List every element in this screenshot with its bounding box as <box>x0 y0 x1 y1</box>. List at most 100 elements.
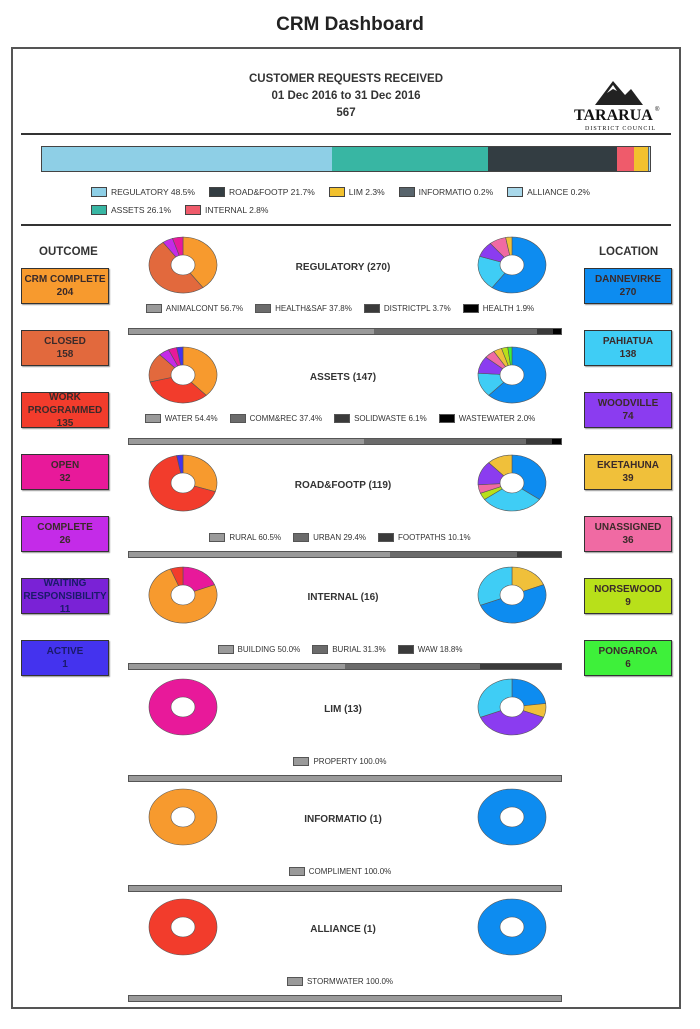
legend-label: ALLIANCE 0.2% <box>527 187 590 197</box>
outcome-box-crm-complete[interactable]: CRM COMPLETE 204 <box>21 268 109 304</box>
location-box-name: PAHIATUA <box>602 336 654 347</box>
council-logo: TARARUA ® DISTRICT COUNCIL <box>574 81 660 132</box>
subcategory-legend-item: BUILDING 50.0% <box>217 645 300 654</box>
header-divider <box>21 133 671 135</box>
subcategory-legend-item: WAW 18.8% <box>397 645 462 654</box>
outcome-box-waiting-responsibility[interactable]: WAITING RESPONSIBILITY 11 <box>21 578 109 614</box>
donut-hole <box>499 806 525 828</box>
subcategory-label: WASTEWATER 2.0% <box>458 414 536 423</box>
location-box-eketahuna[interactable]: EKETAHUNA 39 <box>584 454 672 490</box>
outcome-box-closed[interactable]: CLOSED 158 <box>21 330 109 366</box>
outcome-box-complete[interactable]: COMPLETE 26 <box>21 516 109 552</box>
subcategory-legend: WATER 54.4% COMM&REC 37.4% SOLIDWASTE 6.1%… <box>13 414 679 423</box>
donut-slice-dannevirke <box>511 454 547 500</box>
location-box-count: 138 <box>619 349 637 360</box>
legend-swatch <box>91 187 107 197</box>
donut-hole <box>499 472 525 494</box>
subcategory-bar-segment <box>390 552 518 557</box>
donut-hole <box>170 254 196 276</box>
stack-segment-road-footp <box>487 147 618 171</box>
outcome-box-name: CLOSED <box>44 336 86 347</box>
outcome-box-open[interactable]: OPEN 32 <box>21 454 109 490</box>
outcome-box-count: 204 <box>56 287 74 298</box>
legend-label: ASSETS 26.1% <box>111 205 172 215</box>
subcategory-label: HEALTH&SAF 37.8% <box>275 304 352 313</box>
location-box-count: 36 <box>622 535 634 546</box>
section-title: INTERNAL (16) <box>307 592 379 603</box>
location-donut <box>477 898 547 956</box>
subcategory-swatch <box>288 867 305 876</box>
subcategory-legend-item: WATER 54.4% <box>144 414 218 423</box>
donut-slice-crm-complete <box>182 346 218 396</box>
subcategory-label: SOLIDWASTE 6.1% <box>354 414 427 423</box>
outcome-box-name: ACTIVE <box>46 646 84 657</box>
legend-item-lim: LIM 2.3% <box>328 187 385 197</box>
location-box-dannevirke[interactable]: DANNEVIRKE 270 <box>584 268 672 304</box>
subcategory-bar-segment <box>479 664 561 669</box>
location-box-count: 270 <box>619 287 637 298</box>
donut-hole <box>170 584 196 606</box>
location-box-name: EKETAHUNA <box>596 460 660 471</box>
legend-item-internal: INTERNAL 2.8% <box>185 205 268 215</box>
location-box-unassigned[interactable]: UNASSIGNED 36 <box>584 516 672 552</box>
location-box-name: NORSEWOOD <box>594 584 662 595</box>
location-box-woodville[interactable]: WOODVILLE 74 <box>584 392 672 428</box>
legend-swatch <box>507 187 524 197</box>
location-box-norsewood[interactable]: NORSEWOOD 9 <box>584 578 672 614</box>
report-title: CUSTOMER REQUESTS RECEIVED <box>248 73 444 85</box>
location-box-pongaroa[interactable]: PONGAROA 6 <box>584 640 672 676</box>
section-divider <box>21 224 671 226</box>
subcategory-swatch <box>255 304 272 313</box>
subcategory-label: STORMWATER 100.0% <box>306 977 394 986</box>
subcategory-bar-segment <box>129 886 561 891</box>
logo-name: TARARUA <box>574 107 653 124</box>
location-heading: LOCATION <box>599 246 659 258</box>
donut-hole <box>499 696 525 718</box>
location-box-name: WOODVILLE <box>597 398 659 409</box>
legend-item-assets: ASSETS 26.1% <box>91 205 171 215</box>
subcategory-legend-item: SOLIDWASTE 6.1% <box>334 414 427 423</box>
subcategory-label: DISTRICTPL 3.7% <box>383 304 451 313</box>
report-date-range: 01 Dec 2016 to 31 Dec 2016 <box>271 90 421 102</box>
donut-hole <box>170 364 196 386</box>
subcategory-swatch <box>144 414 161 423</box>
logo-mark: ® <box>655 106 660 113</box>
subcategory-legend: PROPERTY 100.0% <box>13 757 679 766</box>
location-box-pahiatua[interactable]: PAHIATUA 138 <box>584 330 672 366</box>
location-donut <box>477 346 547 404</box>
donut-hole <box>499 364 525 386</box>
report-header: CUSTOMER REQUESTS RECEIVED 01 Dec 2016 t… <box>13 71 679 122</box>
subcategory-swatch <box>209 533 226 542</box>
stack-segment-informatio <box>647 147 649 171</box>
outcome-box-count: 32 <box>59 473 71 484</box>
outcome-donut <box>148 788 218 846</box>
outcome-box-active[interactable]: ACTIVE 1 <box>21 640 109 676</box>
subcategory-bar <box>128 775 562 782</box>
legend-swatch <box>185 205 202 215</box>
subcategory-swatch <box>217 645 234 654</box>
outcome-box-count: 135 <box>56 417 74 428</box>
outcome-donut <box>148 454 218 512</box>
subcategory-bar-segment <box>552 439 561 444</box>
subcategory-swatch <box>334 414 351 423</box>
outcome-box-work-programmed[interactable]: WORK PROGRAMMED 135 <box>21 392 109 428</box>
subcategory-legend: COMPLIMENT 100.0% <box>13 867 679 876</box>
subcategory-bar-segment <box>364 439 526 444</box>
location-box-count: 39 <box>622 473 634 484</box>
legend-label: LIM 2.3% <box>348 187 385 197</box>
section-title: ALLIANCE (1) <box>310 924 376 935</box>
subcategory-swatch <box>462 304 479 313</box>
subcategory-label: RURAL 60.5% <box>229 533 282 542</box>
outcome-box-name: WAITING RESPONSIBILITY <box>23 578 107 602</box>
subcategory-legend-item: DISTRICTPL 3.7% <box>363 304 451 313</box>
subcategory-legend-item: ANIMALCONT 56.7% <box>145 304 243 313</box>
subcategory-bar <box>128 663 562 670</box>
subcategory-legend-item: COMM&REC 37.4% <box>229 414 322 423</box>
subcategory-legend-item: STORMWATER 100.0% <box>286 977 394 986</box>
outcome-box-count: 26 <box>59 535 71 546</box>
outcome-box-count: 158 <box>56 349 74 360</box>
location-donut <box>477 566 547 624</box>
outcome-donut <box>148 346 218 404</box>
legend-item-regulatory: REGULATORY 48.5% <box>91 187 195 197</box>
subcategory-swatch <box>438 414 455 423</box>
